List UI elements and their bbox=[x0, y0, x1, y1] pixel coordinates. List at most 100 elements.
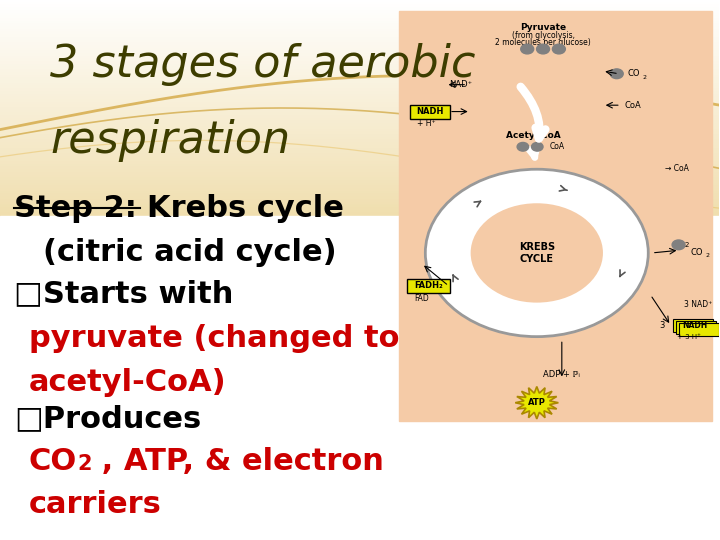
Bar bbox=[0, 146, 719, 148]
Bar bbox=[0, 32, 719, 35]
Bar bbox=[0, 157, 719, 159]
Text: FADH₂: FADH₂ bbox=[414, 281, 443, 291]
Bar bbox=[0, 216, 719, 540]
Bar bbox=[0, 194, 719, 197]
Bar bbox=[0, 140, 719, 143]
Bar bbox=[0, 122, 719, 124]
Bar bbox=[0, 135, 719, 138]
Bar bbox=[0, 148, 719, 151]
Text: (from glycolysis,: (from glycolysis, bbox=[511, 31, 575, 39]
Bar bbox=[0, 94, 719, 97]
Text: NADH: NADH bbox=[682, 321, 707, 330]
Bar bbox=[0, 62, 719, 65]
Bar bbox=[0, 24, 719, 27]
FancyBboxPatch shape bbox=[407, 279, 450, 293]
Text: 2: 2 bbox=[643, 75, 647, 79]
Bar bbox=[0, 189, 719, 192]
Bar bbox=[0, 59, 719, 62]
Circle shape bbox=[471, 203, 603, 302]
Text: CO: CO bbox=[29, 447, 77, 476]
Circle shape bbox=[531, 143, 543, 151]
Bar bbox=[0, 70, 719, 73]
Text: 3 NAD⁺: 3 NAD⁺ bbox=[684, 300, 712, 309]
Text: 2: 2 bbox=[684, 242, 689, 248]
Bar bbox=[0, 68, 719, 70]
Bar bbox=[0, 103, 719, 105]
Circle shape bbox=[672, 240, 685, 249]
Text: CoA: CoA bbox=[624, 100, 641, 110]
Bar bbox=[0, 205, 719, 208]
Text: 2 molecules per glucose): 2 molecules per glucose) bbox=[495, 38, 591, 46]
Bar bbox=[0, 76, 719, 78]
Circle shape bbox=[611, 69, 624, 79]
Bar bbox=[0, 92, 719, 94]
Text: acetyl-CoA): acetyl-CoA) bbox=[29, 368, 226, 397]
Bar bbox=[0, 165, 719, 167]
Bar bbox=[0, 119, 719, 122]
Text: 3: 3 bbox=[659, 321, 665, 330]
Bar bbox=[0, 208, 719, 211]
Bar bbox=[0, 200, 719, 202]
Bar bbox=[0, 54, 719, 57]
Bar bbox=[0, 0, 719, 3]
Bar bbox=[0, 173, 719, 176]
Bar bbox=[0, 184, 719, 186]
Text: FAD: FAD bbox=[414, 294, 429, 303]
FancyBboxPatch shape bbox=[410, 105, 451, 119]
Text: Krebs cycle: Krebs cycle bbox=[148, 194, 344, 224]
Bar bbox=[0, 30, 719, 32]
FancyBboxPatch shape bbox=[676, 321, 716, 334]
Bar bbox=[0, 5, 719, 8]
Bar bbox=[0, 138, 719, 140]
Text: , ATP, & electron: , ATP, & electron bbox=[91, 447, 384, 476]
Text: → CoA: → CoA bbox=[665, 164, 689, 173]
Text: ADP + ℙᵢ: ADP + ℙᵢ bbox=[544, 369, 580, 379]
Bar bbox=[0, 3, 719, 5]
Bar bbox=[0, 211, 719, 213]
Bar bbox=[0, 113, 719, 116]
Circle shape bbox=[536, 44, 549, 54]
Text: 3 stages of aerobic: 3 stages of aerobic bbox=[50, 43, 476, 86]
Bar bbox=[0, 35, 719, 38]
Text: Pyruvate: Pyruvate bbox=[520, 23, 566, 32]
Text: carriers: carriers bbox=[29, 490, 162, 519]
Circle shape bbox=[517, 143, 528, 151]
Bar bbox=[399, 11, 712, 421]
Bar bbox=[0, 43, 719, 46]
Bar bbox=[0, 108, 719, 111]
Bar bbox=[0, 49, 719, 51]
Bar bbox=[0, 84, 719, 86]
Bar bbox=[0, 86, 719, 89]
Bar bbox=[0, 111, 719, 113]
Bar bbox=[0, 197, 719, 200]
Text: Acetyl CoA: Acetyl CoA bbox=[506, 131, 561, 140]
Bar bbox=[0, 22, 719, 24]
Text: Step 2:: Step 2: bbox=[14, 194, 138, 224]
Text: + H⁺: + H⁺ bbox=[418, 119, 436, 129]
Text: + 3 H⁺: + 3 H⁺ bbox=[678, 334, 701, 340]
Text: 2: 2 bbox=[78, 454, 92, 474]
Bar bbox=[0, 40, 719, 43]
Bar bbox=[0, 78, 719, 81]
Bar bbox=[0, 65, 719, 68]
Circle shape bbox=[552, 44, 565, 54]
Bar bbox=[0, 162, 719, 165]
Bar bbox=[0, 178, 719, 181]
Bar bbox=[0, 151, 719, 154]
Bar bbox=[0, 89, 719, 92]
Bar bbox=[0, 124, 719, 127]
Text: KREBS
CYCLE: KREBS CYCLE bbox=[518, 242, 555, 264]
Bar bbox=[0, 105, 719, 108]
Bar bbox=[0, 202, 719, 205]
Bar bbox=[0, 176, 719, 178]
Bar bbox=[0, 97, 719, 100]
Text: NADH: NADH bbox=[417, 107, 444, 116]
Bar bbox=[0, 8, 719, 11]
Bar bbox=[0, 213, 719, 216]
Bar bbox=[0, 181, 719, 184]
Text: CO: CO bbox=[628, 69, 640, 78]
Bar bbox=[0, 38, 719, 40]
Text: NAD⁺: NAD⁺ bbox=[449, 80, 472, 89]
Circle shape bbox=[426, 169, 648, 336]
Bar bbox=[0, 14, 719, 16]
